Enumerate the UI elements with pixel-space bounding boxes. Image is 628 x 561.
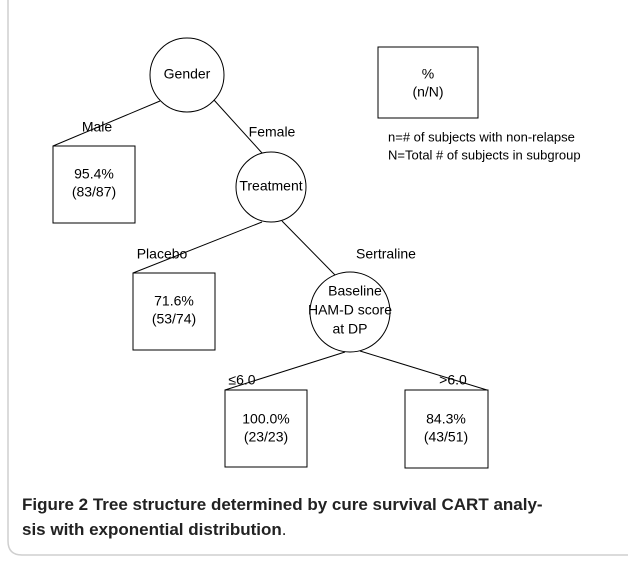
legend-percent: % [422, 66, 434, 82]
leaf-box [52, 145, 136, 224]
edge-label: Male [82, 119, 113, 135]
frame [7, 0, 628, 556]
edge-line [359, 350, 488, 391]
leaf-count: (53/74) [152, 311, 196, 327]
legend-count: (n/N) [412, 84, 443, 100]
leaf-count: (23/23) [244, 429, 288, 445]
legend-box [377, 46, 479, 119]
legend-note: n=# of subjects with non-relapse [388, 129, 575, 144]
node-label: HAM-D score [308, 302, 392, 318]
node-circle [235, 151, 307, 223]
edges [52, 99, 488, 391]
leaf-count: (43/51) [424, 429, 468, 445]
node-circle [149, 37, 225, 113]
edge-line [132, 221, 263, 274]
caption-line: Tree structure determined by cure surviv… [93, 495, 543, 514]
legend-note: N=Total # of subjects in subgroup [388, 147, 581, 162]
leaf-count: (83/87) [72, 184, 116, 200]
leaf-percent: 95.4% [74, 166, 114, 182]
edge-line [213, 99, 263, 154]
node-label: at DP [332, 321, 367, 337]
node-circle [309, 271, 391, 353]
leaf-box [224, 389, 308, 468]
edge-label: >6.0 [439, 372, 467, 388]
caption: Figure 2 Tree structure determined by cu… [22, 495, 543, 514]
caption-label: Figure 2 [22, 495, 88, 514]
leaf-percent: 71.6% [154, 293, 194, 309]
leaf-box [132, 272, 216, 351]
caption-line: sis with exponential distribution [22, 520, 282, 539]
node-label: Gender [164, 66, 211, 82]
caption: sis with exponential distribution. [22, 520, 286, 539]
edge-label: Female [249, 124, 296, 140]
caption-end: . [282, 520, 287, 539]
leaf-percent: 84.3% [426, 411, 466, 427]
node-label: Treatment [239, 178, 302, 194]
edge-line [224, 351, 346, 391]
node-label: Baseline [328, 283, 382, 299]
edge-line [281, 220, 336, 276]
edge-line [52, 100, 161, 147]
leaf-percent: 100.0% [242, 411, 289, 427]
edge-label: Sertraline [356, 246, 416, 262]
leaf-box [404, 389, 489, 469]
edge-label: Placebo [137, 246, 188, 262]
edge-label: ≤6.0 [228, 372, 255, 388]
